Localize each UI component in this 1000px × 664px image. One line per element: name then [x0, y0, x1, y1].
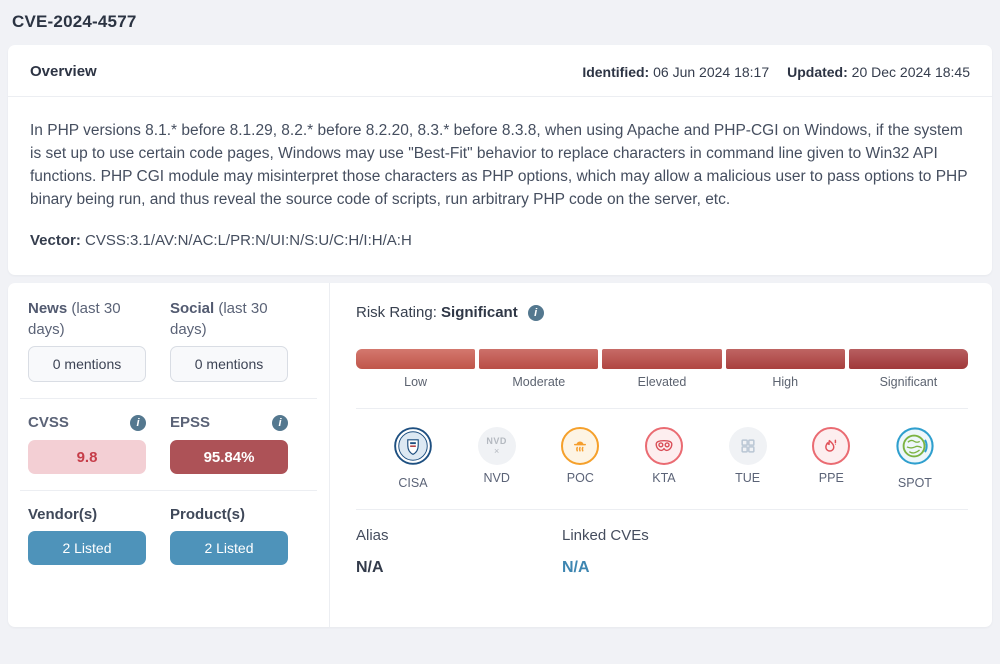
badge-cisa-label: CISA — [398, 476, 428, 490]
risk-info-icon[interactable]: i — [527, 304, 544, 321]
vendors-label: Vendor(s) — [28, 506, 98, 523]
identified-value: 06 Jun 2024 18:17 — [653, 63, 770, 80]
grid-icon — [728, 427, 767, 465]
products-label: Product(s) — [170, 506, 245, 523]
identified-date: Identified: 06 Jun 2024 18:17 — [582, 64, 769, 80]
badge-tue-label: TUE — [735, 471, 761, 485]
right-divider-2 — [356, 509, 968, 510]
social-mentions-button[interactable]: 0 mentions — [170, 346, 288, 382]
risk-rating-bar — [356, 349, 969, 369]
alias-block: Alias N/A — [356, 527, 562, 577]
page-title: CVE-2024-4577 — [12, 12, 137, 31]
cvss-score-badge: 9.8 — [28, 440, 146, 474]
vector-label: Vector: — [30, 232, 81, 249]
epss-score-badge: 95.84% — [170, 440, 288, 474]
risk-rating-text: Risk Rating: Significant — [356, 304, 518, 321]
badge-spot-ppe-label: PPE — [818, 471, 844, 485]
news-sublabel: (last 30 days) — [28, 300, 121, 338]
linked-cves-block: Linked CVEs N/A — [562, 527, 768, 577]
epss-block: EPSS i 95.84% — [170, 414, 288, 474]
left-divider-1 — [20, 398, 317, 399]
risk-segment-elevated — [602, 349, 722, 369]
risk-label-moderate: Moderate — [512, 375, 566, 389]
risk-bar-labels: Low Moderate Elevated High Significant — [356, 375, 968, 389]
updated-value: 20 Dec 2024 18:45 — [851, 63, 970, 80]
flame-icon — [812, 427, 851, 465]
badge-ppe[interactable]: PPE — [812, 427, 851, 490]
alias-value: N/A — [356, 559, 384, 576]
cve-description: In PHP versions 8.1.* before 8.1.29, 8.2… — [30, 122, 968, 208]
badge-kta-label: KTA — [652, 471, 676, 485]
linked-cves-label: Linked CVEs — [562, 527, 649, 544]
updated-date: Updated: 20 Dec 2024 18:45 — [787, 64, 970, 80]
mask-icon — [644, 427, 683, 465]
badge-cisa[interactable]: CISA — [394, 427, 432, 490]
left-divider-2 — [20, 490, 317, 491]
risk-segment-high — [725, 349, 845, 369]
scores-section: CVSS i 9.8 EPSS i 95.84% — [8, 399, 329, 490]
overview-heading: Overview — [30, 63, 97, 80]
nvd-icon: NVD × — [477, 427, 516, 465]
links-row: Alias N/A Linked CVEs N/A — [356, 527, 968, 577]
vendors-block: Vendor(s) 2 Listed — [28, 506, 146, 565]
products-listed-button[interactable]: 2 Listed — [170, 531, 288, 565]
badge-kta[interactable]: KTA — [644, 427, 683, 490]
vendors-listed-button[interactable]: 2 Listed — [28, 531, 146, 565]
vector-value: CVSS:3.1/AV:N/AC:L/PR:N/UI:N/S:U/C:H/I:H… — [85, 232, 412, 249]
cvss-info-icon[interactable]: i — [130, 414, 146, 431]
identified-label: Identified: — [582, 63, 650, 80]
risk-rating-label: Risk Rating: — [356, 304, 437, 321]
social-sublabel: (last 30 days) — [170, 300, 268, 338]
badge-tue[interactable]: TUE — [728, 427, 767, 490]
social-label: Social — [170, 300, 215, 317]
linked-cves-value[interactable]: N/A — [562, 559, 590, 576]
risk-label-low: Low — [404, 375, 428, 389]
cisa-seal-icon — [394, 427, 432, 470]
news-mentions-button[interactable]: 0 mentions — [28, 346, 146, 382]
risk-label-significant: Significant — [879, 375, 938, 389]
badge-spot[interactable]: SPOT — [896, 427, 934, 490]
epss-label: EPSS — [170, 414, 211, 431]
overview-header: Overview Identified: 06 Jun 2024 18:17 U… — [8, 45, 992, 96]
cvss-label: CVSS — [28, 414, 69, 431]
stats-right-column: Risk Rating: Significant i Low Moderate … — [330, 283, 992, 627]
risk-segment-moderate — [479, 349, 599, 369]
badge-nvd[interactable]: NVD × NVD — [477, 427, 516, 490]
overview-dates: Identified: 06 Jun 2024 18:17 Updated: 2… — [582, 64, 970, 80]
risk-segment-significant — [848, 349, 969, 369]
products-block: Product(s) 2 Listed — [170, 506, 288, 565]
cvss-block: CVSS i 9.8 — [28, 414, 146, 474]
source-badges-row: CISA NVD × NVD POC — [356, 427, 968, 490]
cvss-vector: Vector: CVSS:3.1/AV:N/AC:L/PR:N/UI:N/S:U… — [30, 232, 970, 249]
risk-rating-value: Significant — [441, 304, 518, 321]
badge-nvd-label: NVD — [483, 471, 510, 485]
mentions-section: News (last 30 days) 0 mentions Social (l… — [8, 283, 329, 398]
alias-label: Alias — [356, 527, 389, 544]
stats-left-column: News (last 30 days) 0 mentions Social (l… — [8, 283, 330, 627]
badge-poc-label: POC — [566, 471, 594, 485]
risk-rating-heading: Risk Rating: Significant i — [356, 304, 968, 321]
updated-label: Updated: — [787, 63, 848, 80]
social-block: Social (last 30 days) 0 mentions — [170, 298, 288, 382]
risk-label-elevated: Elevated — [637, 375, 687, 389]
news-label: News — [28, 300, 68, 317]
news-heading: News (last 30 days) — [28, 298, 146, 340]
badge-poc[interactable]: POC — [561, 427, 600, 490]
social-heading: Social (last 30 days) — [170, 298, 288, 340]
vendor-product-section: Vendor(s) 2 Listed Product(s) 2 Listed — [8, 491, 329, 581]
risk-label-high: High — [772, 375, 799, 389]
overview-divider — [8, 96, 992, 97]
right-divider-1 — [356, 408, 968, 409]
epss-info-icon[interactable]: i — [272, 414, 288, 431]
stats-card: News (last 30 days) 0 mentions Social (l… — [8, 283, 992, 627]
news-block: News (last 30 days) 0 mentions — [28, 298, 146, 382]
overview-body: In PHP versions 8.1.* before 8.1.29, 8.2… — [8, 97, 992, 275]
risk-segment-low — [356, 349, 476, 369]
overview-card: Overview Identified: 06 Jun 2024 18:17 U… — [8, 45, 992, 275]
globe-brain-icon — [896, 427, 934, 470]
badge-spot-label: SPOT — [897, 476, 932, 490]
alarm-icon — [561, 427, 600, 465]
